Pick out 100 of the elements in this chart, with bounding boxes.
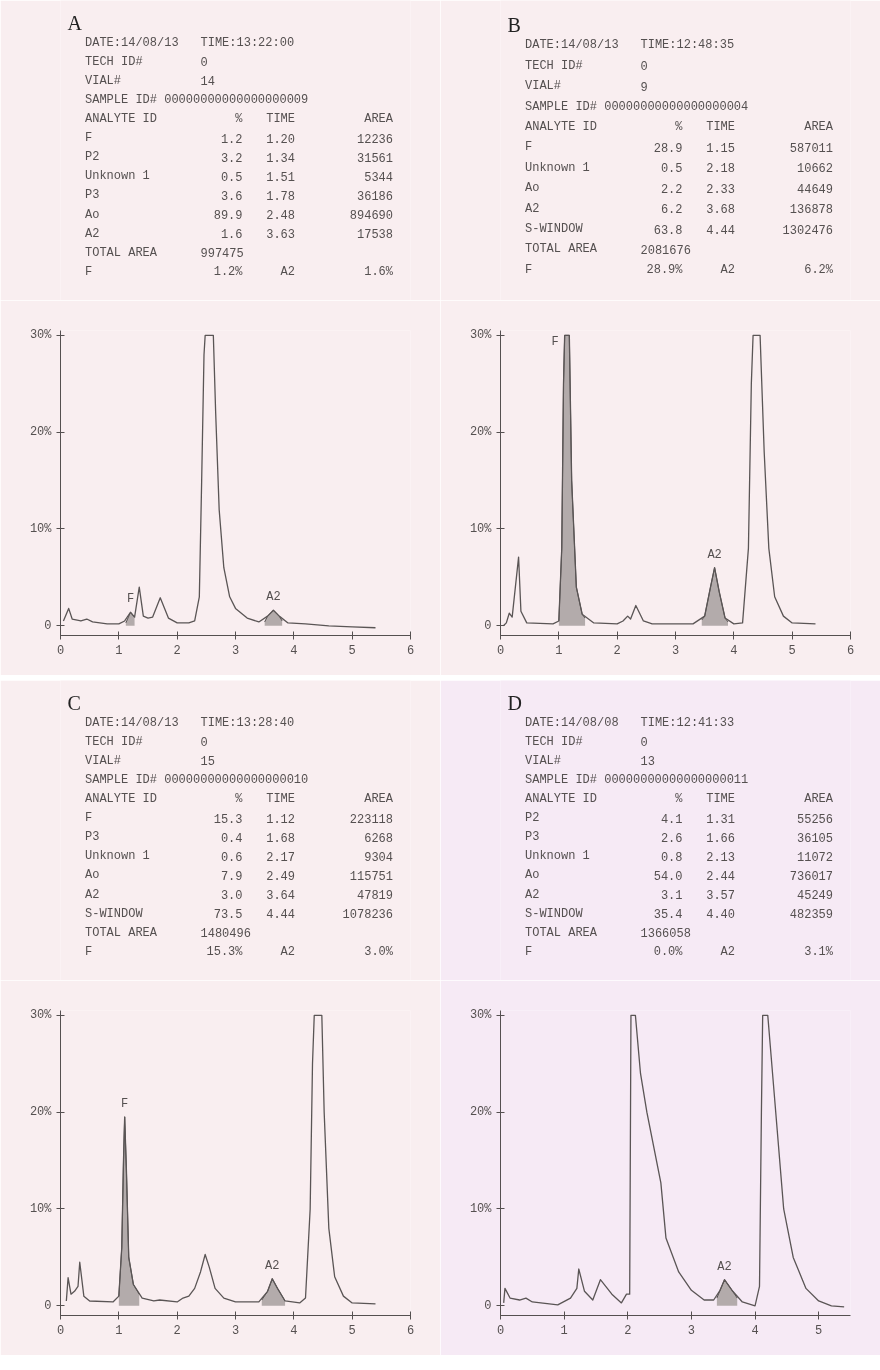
x-tick-label: 0 bbox=[496, 643, 505, 658]
x-tick-label: 3 bbox=[687, 1323, 696, 1338]
text: Ao 2.2 2.33 44649 bbox=[525, 181, 834, 197]
text: A2 3.0 3.64 47819 bbox=[85, 887, 394, 904]
y-tick-label: 0 bbox=[44, 1298, 52, 1313]
line-series bbox=[65, 1014, 377, 1305]
chart-title: C bbox=[67, 692, 81, 715]
text: A2 1.6 3.63 17538 bbox=[85, 226, 394, 243]
text: SAMPLE ID# 00000000000000000011 bbox=[525, 772, 749, 787]
text: SAMPLE ID# 00000000000000000010 bbox=[85, 772, 309, 787]
x-tick-label: 5 bbox=[815, 1323, 823, 1338]
y-tick-label: 20% bbox=[29, 425, 53, 440]
text: F 15.3% A2 3.0% bbox=[85, 944, 394, 959]
text: F 0.0% A2 3.1% bbox=[525, 944, 834, 959]
text: Ao 89.9 2.48 894690 bbox=[85, 207, 394, 224]
text: P3 3.6 1.78 36186 bbox=[85, 188, 394, 204]
y-tick-label: 30% bbox=[29, 1008, 53, 1023]
text: TECH ID# 0 bbox=[525, 58, 648, 75]
text: F 28.9% A2 6.2% bbox=[525, 262, 834, 277]
x-tick-label: 4 bbox=[730, 643, 738, 658]
x-tick-label: 2 bbox=[624, 1323, 632, 1338]
y-tick-label: 10% bbox=[469, 1201, 493, 1216]
text: TOTAL AREA 1366058 bbox=[525, 925, 691, 942]
annotation: F bbox=[126, 592, 135, 607]
y-tick-label: 20% bbox=[29, 1105, 53, 1120]
text: F 28.9 1.15 587011 bbox=[525, 140, 834, 156]
annotation: A2 bbox=[265, 1258, 280, 1273]
x-tick-label: 6 bbox=[846, 643, 855, 658]
text: S-WINDOW 63.8 4.44 1302476 bbox=[525, 222, 834, 238]
text: S-WINDOW 73.5 4.44 1078236 bbox=[85, 906, 394, 923]
annotation: F bbox=[551, 335, 559, 350]
text: ANALYTE ID % TIME AREA bbox=[85, 791, 394, 806]
x-tick-label: 0 bbox=[56, 1323, 65, 1338]
text: DATE:14/08/13 TIME:13:28:40 bbox=[85, 715, 295, 730]
x-tick-label: 3 bbox=[231, 643, 240, 658]
annotation: A2 bbox=[717, 1259, 732, 1274]
text: TECH ID# 0 bbox=[85, 54, 208, 71]
y-tick-label: 10% bbox=[469, 521, 493, 536]
text: P2 4.1 1.31 55256 bbox=[525, 811, 834, 827]
y-tick-label: 30% bbox=[469, 1008, 493, 1023]
x-tick-label: 5 bbox=[348, 1323, 356, 1338]
text: ANALYTE ID % TIME AREA bbox=[525, 120, 834, 135]
annotation: F bbox=[121, 1097, 129, 1112]
text: Unknown 1 0.5 2.18 10662 bbox=[525, 160, 834, 177]
x-tick-label: 3 bbox=[231, 1323, 240, 1338]
x-tick-label: 4 bbox=[290, 1323, 298, 1338]
y-tick-label: 20% bbox=[469, 425, 493, 440]
text: F 1.2% A2 1.6% bbox=[85, 264, 394, 279]
x-tick-label: 1 bbox=[115, 643, 123, 658]
text: DATE:14/08/08 TIME:12:41:33 bbox=[525, 715, 735, 730]
text: SAMPLE ID# 00000000000000000009 bbox=[85, 92, 309, 107]
y-tick-label: 30% bbox=[469, 328, 493, 343]
text: P3 2.6 1.66 36105 bbox=[525, 830, 834, 846]
x-tick-label: 4 bbox=[290, 643, 298, 658]
text: TOTAL AREA 997475 bbox=[85, 245, 244, 262]
annotation: A2 bbox=[707, 547, 722, 562]
x-tick-label: 6 bbox=[406, 643, 415, 658]
text: TECH ID# 0 bbox=[525, 734, 648, 751]
text: VIAL# 14 bbox=[85, 73, 215, 90]
text: Unknown 1 0.8 2.13 11072 bbox=[525, 849, 834, 865]
text: VIAL# 15 bbox=[85, 753, 215, 770]
x-tick-label: 0 bbox=[56, 643, 65, 658]
text: TECH ID# 0 bbox=[85, 734, 208, 751]
text: A2 3.1 3.57 45249 bbox=[525, 887, 834, 904]
x-tick-label: 3 bbox=[671, 643, 680, 658]
y-tick-label: 30% bbox=[29, 328, 53, 343]
x-tick-label: 5 bbox=[348, 643, 356, 658]
x-tick-label: 5 bbox=[788, 643, 796, 658]
y-tick-label: 10% bbox=[29, 521, 53, 536]
annotation: A2 bbox=[266, 590, 281, 605]
y-tick-label: 0 bbox=[484, 1298, 492, 1313]
x-tick-label: 4 bbox=[751, 1323, 759, 1338]
text: VIAL# 9 bbox=[525, 79, 648, 95]
text: Ao 54.0 2.44 736017 bbox=[525, 868, 834, 884]
y-tick-label: 0 bbox=[484, 618, 492, 633]
y-tick-label: 20% bbox=[469, 1105, 493, 1120]
chart-title: B bbox=[507, 13, 521, 36]
text: DATE:14/08/13 TIME:13:22:00 bbox=[85, 35, 295, 50]
x-tick-label: 2 bbox=[173, 643, 181, 658]
text: Unknown 1 0.5 1.51 5344 bbox=[85, 169, 394, 185]
text: DATE:14/08/13 TIME:12:48:35 bbox=[525, 38, 735, 53]
chart-title: D bbox=[507, 692, 522, 715]
x-tick-label: 2 bbox=[613, 643, 621, 658]
text: Unknown 1 0.6 2.17 9304 bbox=[85, 849, 394, 865]
line-series bbox=[62, 334, 377, 629]
line-series bbox=[503, 1014, 845, 1308]
x-tick-label: 0 bbox=[496, 1323, 505, 1338]
text: Ao 7.9 2.49 115751 bbox=[85, 868, 394, 884]
text: ANALYTE ID % TIME AREA bbox=[85, 111, 394, 126]
text: P3 0.4 1.68 6268 bbox=[85, 830, 394, 846]
text: S-WINDOW 35.4 4.40 482359 bbox=[525, 906, 834, 923]
x-tick-label: 1 bbox=[115, 1323, 123, 1338]
x-tick-label: 2 bbox=[173, 1323, 181, 1338]
text: F 15.3 1.12 223118 bbox=[85, 811, 394, 827]
text: P2 3.2 1.34 31561 bbox=[85, 150, 394, 166]
y-tick-label: 10% bbox=[29, 1201, 53, 1216]
x-tick-label: 1 bbox=[560, 1323, 568, 1338]
x-tick-label: 1 bbox=[555, 643, 563, 658]
text: SAMPLE ID# 00000000000000000004 bbox=[525, 99, 749, 114]
text: VIAL# 13 bbox=[525, 753, 655, 770]
